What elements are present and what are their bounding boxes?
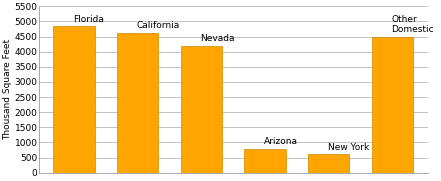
Text: Other
Domestic: Other Domestic: [391, 15, 434, 34]
Bar: [53, 26, 95, 173]
Text: Nevada: Nevada: [200, 34, 235, 43]
Bar: [308, 154, 350, 173]
Bar: [117, 33, 158, 173]
Text: California: California: [136, 22, 179, 30]
Text: Arizona: Arizona: [264, 137, 298, 146]
Text: Florida: Florida: [73, 14, 104, 24]
Y-axis label: Thousand Square Feet: Thousand Square Feet: [3, 39, 12, 140]
Bar: [372, 37, 413, 173]
Bar: [244, 149, 286, 173]
Bar: [181, 46, 222, 173]
Text: New York: New York: [328, 143, 369, 151]
